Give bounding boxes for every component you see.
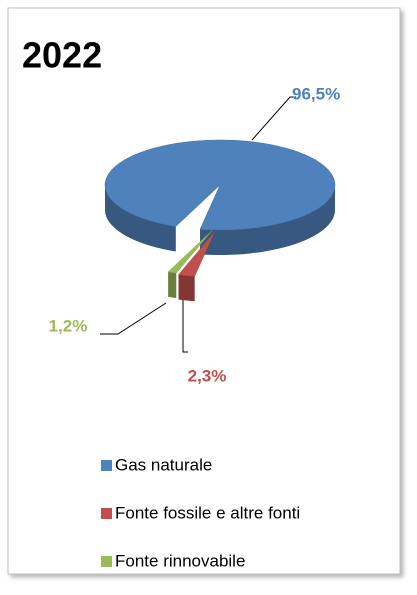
data-label: 96,5% [292,84,340,103]
legend-swatch [101,556,112,567]
slice [104,139,336,231]
legend: Gas naturale Fonte fossile e altre fonti F… [101,455,300,570]
legend-label: Fonte rinnovabile [115,551,245,570]
chart-title: 2022 [22,35,102,76]
legend-swatch [101,508,112,519]
leader-line [251,96,296,141]
legend-label: Fonte fossile e altre fonti [115,503,300,522]
slice-side [105,185,176,252]
slice-side [178,274,195,302]
data-label: 2,3% [188,366,227,385]
pie [104,139,336,302]
slice [167,230,213,274]
legend-label: Gas naturale [115,455,212,474]
leader-line [182,300,188,353]
leader-line [100,302,167,335]
slice-side [168,271,177,299]
data-label: 1,2% [49,316,88,335]
slice [178,231,215,277]
chart-frame [7,7,401,575]
slice-side [200,185,335,255]
legend-swatch [101,460,112,471]
labels: 96,5% 2,3% 1,2% [49,84,341,385]
